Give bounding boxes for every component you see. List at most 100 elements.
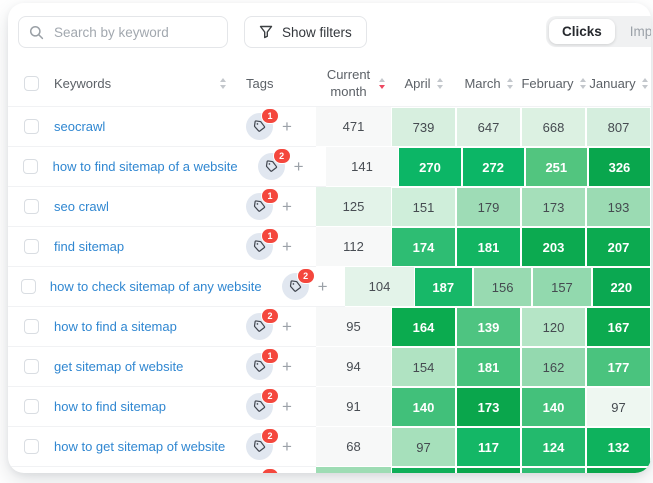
month-cell: 203 [521, 227, 586, 267]
tag-chip[interactable]: 2 [246, 428, 279, 460]
month-cell [391, 467, 456, 473]
table-row: how to get sitemap of website 2 + 68 97 … [8, 427, 651, 467]
tag-icon [253, 200, 266, 212]
tag-count-badge [261, 468, 279, 473]
table-row: how to find a sitemap 2 + 95 164 139 120… [8, 307, 651, 347]
table-row: + [8, 467, 651, 473]
tag-count-badge: 2 [261, 388, 279, 404]
table-row: how to check sitemap of any website 2 + … [8, 267, 651, 307]
month-cell: 167 [586, 307, 651, 347]
month-cell: 164 [391, 307, 456, 347]
sort-current-month-icon[interactable] [378, 78, 385, 89]
row-checkbox[interactable] [22, 159, 38, 174]
row-checkbox[interactable] [23, 439, 39, 454]
month-cell: 807 [586, 107, 651, 147]
tag-chip[interactable]: 1 [246, 228, 279, 260]
tag-icon [253, 120, 266, 132]
search-icon [29, 25, 44, 39]
month-cell: 97 [586, 387, 651, 427]
month-cell: 181 [456, 227, 521, 267]
tag-chip[interactable]: 1 [246, 108, 279, 140]
toggle-option-clicks[interactable]: Clicks [549, 19, 615, 44]
month-cell: 173 [521, 187, 586, 227]
table-row: seo crawl 1 + 125 151 179 173 193 [8, 187, 651, 227]
tag-count-badge: 2 [261, 428, 279, 444]
search-box[interactable] [18, 16, 228, 48]
current-month-cell: 94 [316, 347, 391, 387]
toggle-option-impressions[interactable]: Impressions [629, 24, 651, 39]
month-cell: 156 [472, 267, 533, 307]
current-month-cell: 141 [325, 147, 399, 187]
current-month-column-label: Current month [326, 66, 371, 99]
add-tag-button[interactable]: + [282, 357, 292, 376]
month-cell: 251 [524, 147, 588, 187]
tag-chip[interactable]: 2 [257, 148, 291, 180]
keyword-link[interactable]: seo crawl [54, 199, 109, 214]
search-input[interactable] [52, 23, 217, 41]
row-checkbox[interactable] [21, 279, 37, 294]
keyword-link[interactable]: find sitemap [54, 239, 125, 254]
tag-icon [253, 360, 266, 372]
sort-april-icon[interactable] [436, 78, 443, 89]
row-checkbox[interactable] [23, 399, 39, 414]
keyword-link[interactable]: get sitemap of website [54, 359, 184, 374]
month-cell: 151 [391, 187, 456, 227]
month-cell [456, 467, 521, 473]
current-month-cell: 91 [316, 387, 391, 427]
current-month-cell [316, 467, 391, 473]
month-cell: 193 [586, 187, 651, 227]
add-tag-button[interactable]: + [282, 437, 292, 456]
keyword-link[interactable]: how to find a sitemap [54, 319, 177, 334]
sort-keywords-icon[interactable] [220, 78, 226, 89]
tag-chip[interactable]: 1 [246, 188, 279, 220]
month-cell: 272 [461, 147, 525, 187]
month-cell: 120 [521, 307, 586, 347]
sort-february-icon[interactable] [579, 78, 586, 89]
month-column-label-january: January [589, 76, 636, 91]
table-body: seocrawl 1 + 471 739 647 668 807 how to … [8, 107, 651, 473]
table-header: Keywords Tags Current month April March … [8, 61, 651, 107]
keyword-link[interactable]: how to find sitemap [54, 399, 167, 414]
row-checkbox[interactable] [23, 319, 39, 334]
add-tag-button[interactable]: + [282, 317, 292, 336]
table-row: how to find sitemap 2 + 91 140 173 140 9… [8, 387, 651, 427]
month-cell: 647 [456, 107, 521, 147]
month-cell: 157 [532, 267, 592, 307]
keyword-link[interactable]: how to check sitemap of any website [49, 279, 262, 294]
sort-march-icon[interactable] [506, 78, 513, 89]
row-checkbox[interactable] [23, 199, 39, 214]
row-checkbox[interactable] [23, 359, 39, 374]
sort-january-icon[interactable] [641, 78, 648, 89]
table-row: how to find sitemap of a website 2 + 141… [8, 147, 651, 187]
tag-count-badge: 2 [261, 308, 279, 324]
tag-chip[interactable]: 2 [281, 268, 315, 300]
row-checkbox[interactable] [23, 239, 39, 254]
add-tag-button[interactable]: + [282, 117, 292, 136]
keyword-link[interactable]: seocrawl [54, 119, 106, 134]
month-cell: 668 [521, 107, 586, 147]
tag-chip[interactable]: 1 [246, 348, 279, 380]
tag-icon [253, 240, 266, 252]
row-checkbox[interactable] [23, 119, 39, 134]
month-cell: 124 [521, 427, 586, 467]
show-filters-button[interactable]: Show filters [244, 16, 367, 48]
tag-chip[interactable]: 2 [246, 308, 279, 340]
add-tag-button[interactable]: + [282, 197, 292, 216]
add-tag-button[interactable]: + [282, 397, 292, 416]
month-column-label-march: March [464, 76, 501, 91]
add-tag-button[interactable]: + [282, 237, 292, 256]
table-row: get sitemap of website 1 + 94 154 181 16… [8, 347, 651, 387]
tag-icon [253, 320, 266, 332]
add-tag-button[interactable]: + [317, 277, 328, 296]
month-cell: 270 [398, 147, 462, 187]
tag-count-badge: 1 [261, 228, 279, 244]
keyword-link[interactable]: how to get sitemap of website [54, 439, 226, 454]
tag-chip[interactable]: 2 [246, 388, 279, 420]
add-tag-button[interactable]: + [293, 157, 304, 176]
month-cell: 739 [391, 107, 456, 147]
select-all-checkbox[interactable] [23, 76, 39, 91]
month-cell: 154 [391, 347, 456, 387]
month-cell: 177 [586, 347, 651, 387]
month-cell: 220 [591, 267, 651, 307]
keyword-link[interactable]: how to find sitemap of a website [52, 159, 238, 174]
